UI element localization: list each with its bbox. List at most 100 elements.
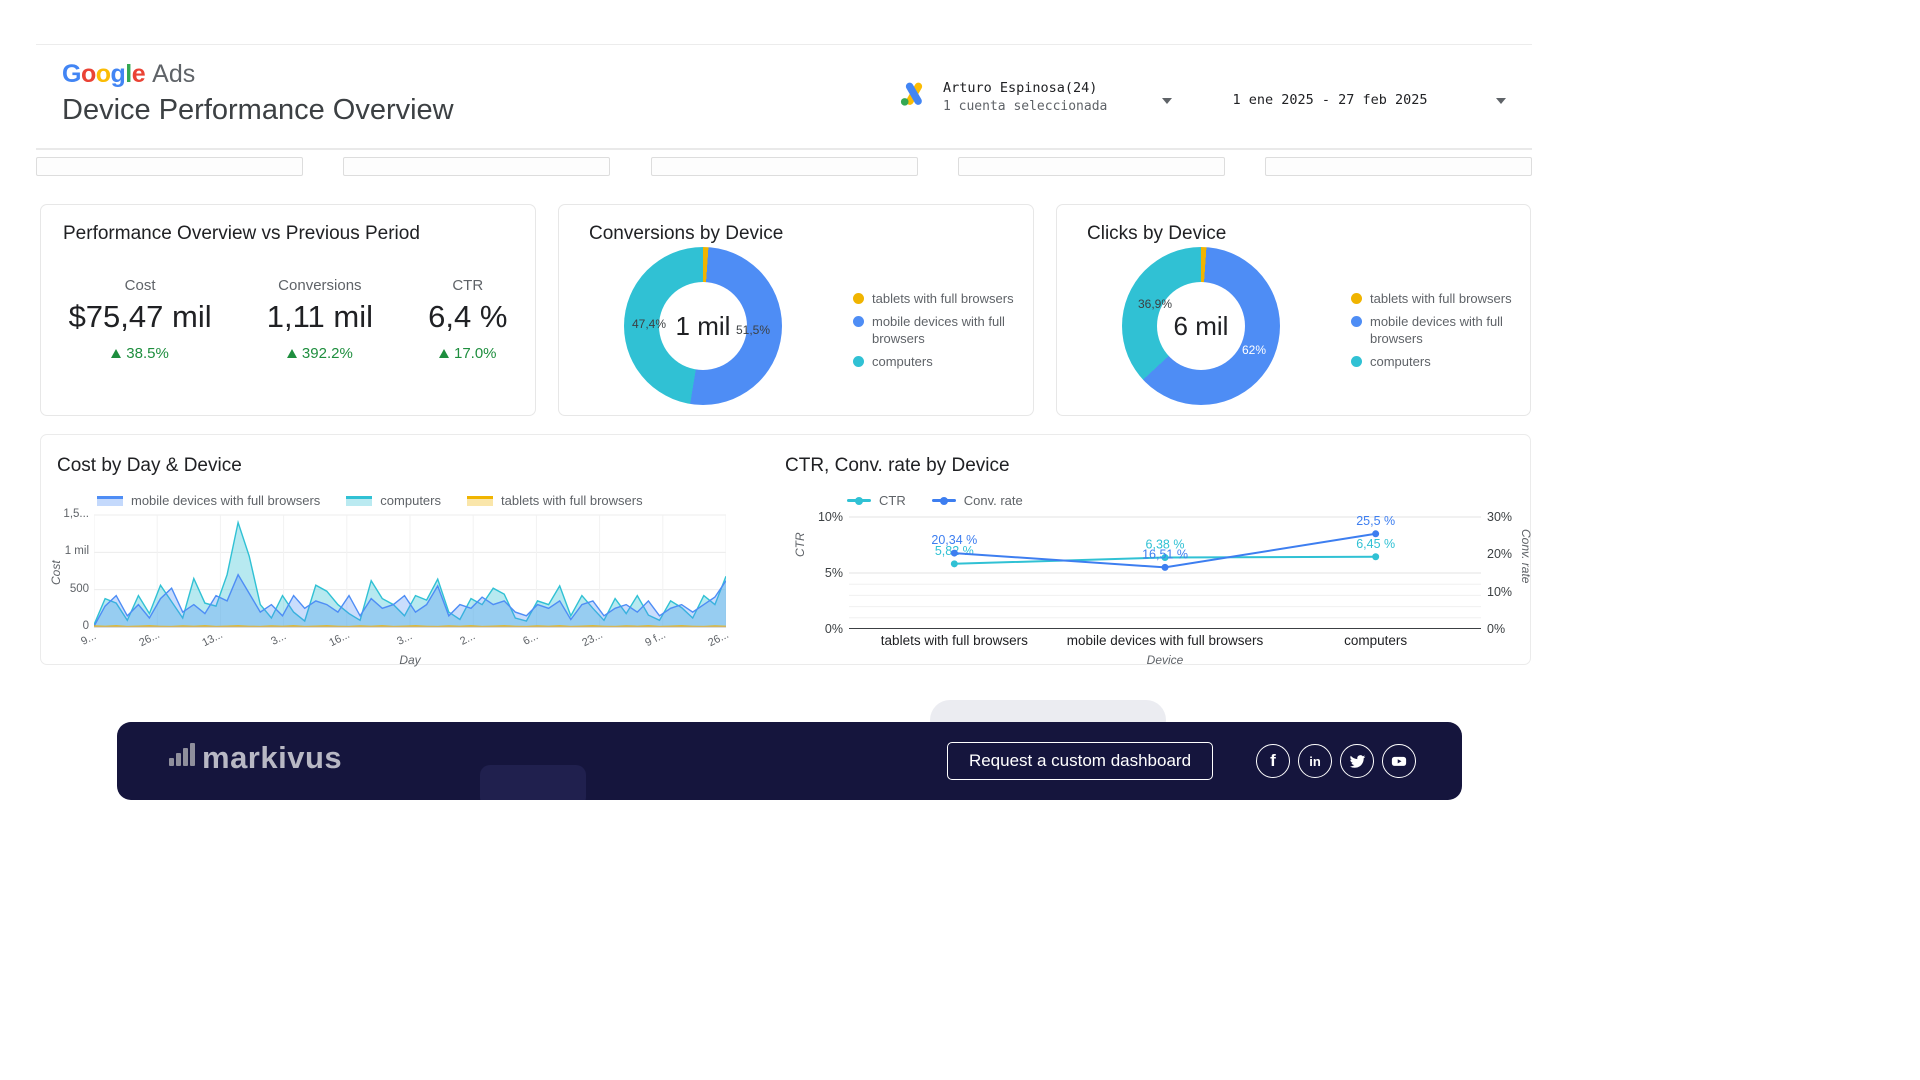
legend-swatch	[931, 496, 956, 505]
device-axis-title: Device	[1146, 653, 1184, 667]
legend-label: CTR	[879, 493, 906, 508]
metric-delta: 392.2%	[267, 345, 373, 362]
kpi-conversions: Conversions 1,11 mil 392.2%	[267, 277, 373, 362]
twitter-icon[interactable]	[1340, 744, 1374, 778]
x-axis-tick: 3...	[395, 630, 415, 648]
ctr-conv-rate-title: CTR, Conv. rate by Device	[785, 455, 1010, 476]
kpi-cost: Cost $75,47 mil 38.5%	[69, 277, 212, 362]
x-axis-tick: 26...	[137, 628, 162, 650]
legend-item-conv-rate[interactable]: Conv. rate	[931, 493, 1023, 508]
legend-item-mobile[interactable]: mobile devices with full browsers	[97, 493, 320, 508]
google-logo-letter: G	[62, 60, 81, 88]
device-category-label: tablets with full browsers	[880, 633, 1028, 648]
cost-y-axis: 1,5... 1 mil 500 0	[47, 508, 89, 632]
legend-item-mobile[interactable]: mobile devices with full browsers	[1351, 314, 1516, 347]
google-ads-icon	[898, 78, 930, 115]
clicks-by-device-card: Clicks by Device 6 mil 36,9% 62% tablets…	[1056, 204, 1531, 416]
legend-item-tablets[interactable]: tablets with full browsers	[467, 493, 643, 508]
linkedin-glyph: in	[1309, 753, 1321, 769]
legend-item-computers[interactable]: computers	[346, 493, 441, 508]
legend-item-tablets[interactable]: tablets with full browsers	[1351, 291, 1516, 307]
facebook-glyph: f	[1270, 751, 1276, 770]
delta-value: 17.0%	[453, 345, 497, 362]
kpi-metrics: Cost $75,47 mil 38.5% Conversions 1,11 m…	[41, 277, 535, 362]
metric-value: $75,47 mil	[68, 299, 212, 334]
facebook-icon[interactable]: f	[1256, 744, 1290, 778]
page-title: Device Performance Overview	[62, 94, 454, 126]
report-header: Google Ads Device Performance Overview Ar…	[36, 52, 1532, 146]
date-range-picker[interactable]: 1 ene 2025 - 27 feb 2025	[1232, 92, 1428, 108]
day-axis-title: Day	[399, 653, 421, 667]
card-title: Performance Overview vs Previous Period	[63, 223, 420, 244]
legend-label: tablets with full browsers	[872, 291, 1014, 306]
x-axis-tick: 23...	[579, 628, 605, 650]
google-logo-letter: g	[110, 60, 126, 88]
legend-item-computers[interactable]: computers	[853, 354, 1018, 370]
legend-swatch	[847, 496, 871, 505]
legend-label: computers	[1370, 353, 1431, 369]
filter-control-2[interactable]	[343, 157, 611, 176]
metric-label: Conversions	[278, 277, 362, 294]
slice-percent-label: 36,9%	[1138, 297, 1173, 311]
up-arrow-icon	[438, 349, 449, 358]
legend-item-tablets[interactable]: tablets with full browsers	[853, 291, 1018, 307]
donut-center: 6 mil	[1157, 282, 1245, 370]
google-logo-letter: e	[131, 60, 146, 88]
legend-item-computers[interactable]: computers	[1351, 354, 1516, 370]
filter-control-5[interactable]	[1265, 157, 1532, 176]
chevron-down-icon[interactable]	[1496, 98, 1506, 104]
legend-swatch	[346, 495, 373, 506]
kpi-ctr: CTR 6,4 % 17.0%	[428, 277, 507, 362]
youtube-icon[interactable]	[1382, 744, 1416, 778]
legend-label: tablets with full browsers	[501, 493, 643, 508]
filter-control-1[interactable]	[36, 157, 303, 176]
top-divider	[36, 44, 1532, 45]
delta-value: 38.5%	[126, 345, 169, 362]
slice-percent-label: 51,5%	[736, 323, 771, 337]
google-logo-letter: o	[95, 60, 111, 88]
legend: tablets with full browsers mobile device…	[853, 291, 1018, 377]
device-category-label: computers	[1344, 633, 1408, 648]
legend-label: mobile devices with full browsers	[1370, 314, 1503, 346]
ctr-conv-rate-line-chart[interactable]: 5,82 % 6,38 % 6,45 %20,34 %16,51 %25,5 %	[849, 503, 1481, 629]
metric-value: 1,11 mil	[266, 299, 373, 334]
account-selector[interactable]: Arturo Espinosa(24) 1 cuenta seleccionad…	[898, 78, 1107, 115]
legend-label: mobile devices with full browsers	[872, 314, 1005, 346]
svg-text:16,51 %: 16,51 %	[1142, 547, 1188, 561]
up-arrow-icon	[286, 349, 297, 358]
google-logo-letter: l	[125, 60, 132, 88]
up-arrow-icon	[111, 349, 122, 358]
y-axis-tick: 0	[82, 620, 89, 632]
filter-control-3[interactable]	[650, 157, 918, 176]
y-axis-tick: 500	[69, 582, 89, 595]
donut-total: 1 mil	[675, 310, 731, 341]
cost-by-day-area-chart[interactable]	[94, 509, 726, 629]
card-title: Conversions by Device	[589, 223, 784, 244]
legend-dot	[853, 293, 864, 304]
metric-delta: 38.5%	[69, 345, 212, 362]
x-axis-tick: 13...	[200, 628, 226, 650]
ctr-left-axis: 0% 5% 10%	[801, 503, 843, 636]
header-divider	[36, 148, 1532, 150]
linkedin-icon[interactable]: in	[1298, 744, 1332, 778]
legend-item-mobile[interactable]: mobile devices with full browsers	[853, 314, 1018, 347]
metric-value: 6,4 %	[428, 299, 508, 334]
left-axis-tick: 5%	[824, 566, 843, 580]
google-logo-text: Google	[62, 60, 146, 88]
x-axis-tick: 3...	[268, 630, 288, 648]
request-dashboard-button[interactable]: Request a custom dashboard	[947, 742, 1213, 780]
left-axis-tick: 10%	[817, 510, 843, 524]
conversions-donut-chart[interactable]: 1 mil 47,4% 51,5%	[624, 247, 782, 405]
cost-chart-legend: mobile devices with full browsers comput…	[97, 493, 643, 508]
filter-control-4[interactable]	[957, 157, 1225, 176]
clicks-donut-chart[interactable]: 6 mil 36,9% 62%	[1122, 247, 1280, 405]
legend-dot	[1351, 293, 1362, 304]
device-category-label: mobile devices with full browsers	[1066, 633, 1264, 648]
markivus-logo-icon	[169, 743, 195, 766]
metric-label: CTR	[452, 277, 484, 294]
chevron-down-icon[interactable]	[1162, 98, 1172, 104]
legend-item-ctr[interactable]: CTR	[847, 493, 906, 508]
google-logo-letter: o	[80, 60, 96, 88]
svg-text:20,34 %: 20,34 %	[931, 533, 977, 547]
ctr-axis-title: CTR	[793, 532, 807, 557]
